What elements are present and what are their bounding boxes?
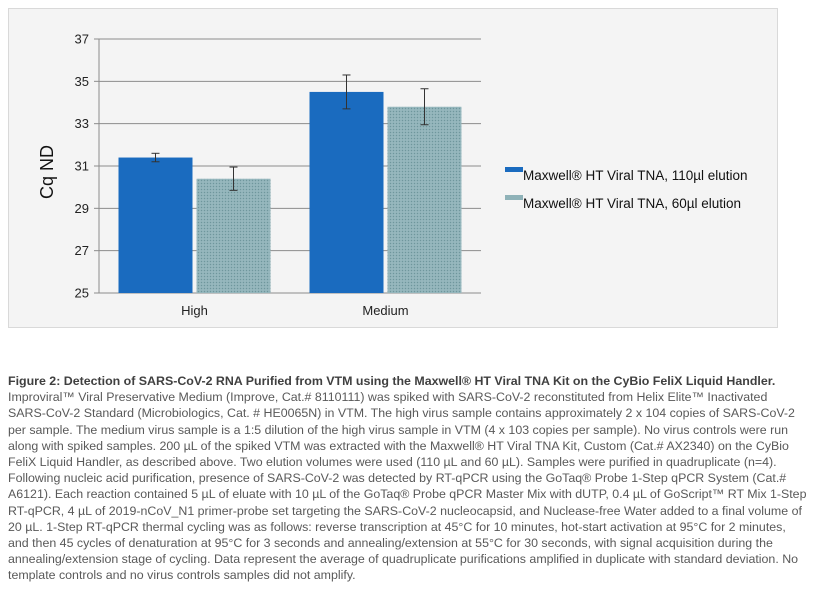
legend: Maxwell® HT Viral TNA, 110µl elution Maxw…	[505, 167, 748, 211]
bar-chart: 25 27 29 31 33 35 37 High Medium Cq ND Maxwell® …	[37, 32, 748, 319]
chart-frame: 25 27 29 31 33 35 37 High Medium Cq ND Maxwell® …	[8, 8, 778, 328]
y-tick-label: 27	[75, 243, 89, 258]
y-tick-label: 31	[75, 159, 89, 174]
bars	[118, 74, 462, 294]
y-tick-label: 35	[75, 74, 89, 89]
legend-label: Maxwell® HT Viral TNA, 110µl elution	[523, 168, 748, 183]
caption-body: Improviral™ Viral Preservative Medium (I…	[8, 390, 807, 583]
caption-title: Figure 2: Detection of SARS-CoV-2 RNA Pu…	[8, 374, 776, 388]
y-axis-label: Cq ND	[37, 145, 57, 199]
bar-medium-series-2	[387, 106, 462, 293]
y-tick-label: 29	[75, 201, 89, 216]
x-tick-label: High	[181, 303, 208, 318]
y-tick-label: 37	[75, 32, 89, 47]
x-tick-label: Medium	[362, 303, 408, 318]
legend-swatch	[505, 167, 523, 172]
axes: 25 27 29 31 33 35 37 High Medium	[75, 32, 409, 319]
y-tick-label: 33	[75, 116, 89, 131]
figure-caption: Figure 2: Detection of SARS-CoV-2 RNA Pu…	[8, 373, 808, 584]
bar-high-series-1	[118, 157, 193, 293]
legend-swatch	[505, 195, 523, 200]
y-tick-label: 25	[75, 286, 89, 301]
bar-high-series-2	[196, 178, 271, 293]
bar-medium-series-1	[309, 91, 384, 294]
legend-label: Maxwell® HT Viral TNA, 60µl elution	[523, 196, 741, 211]
